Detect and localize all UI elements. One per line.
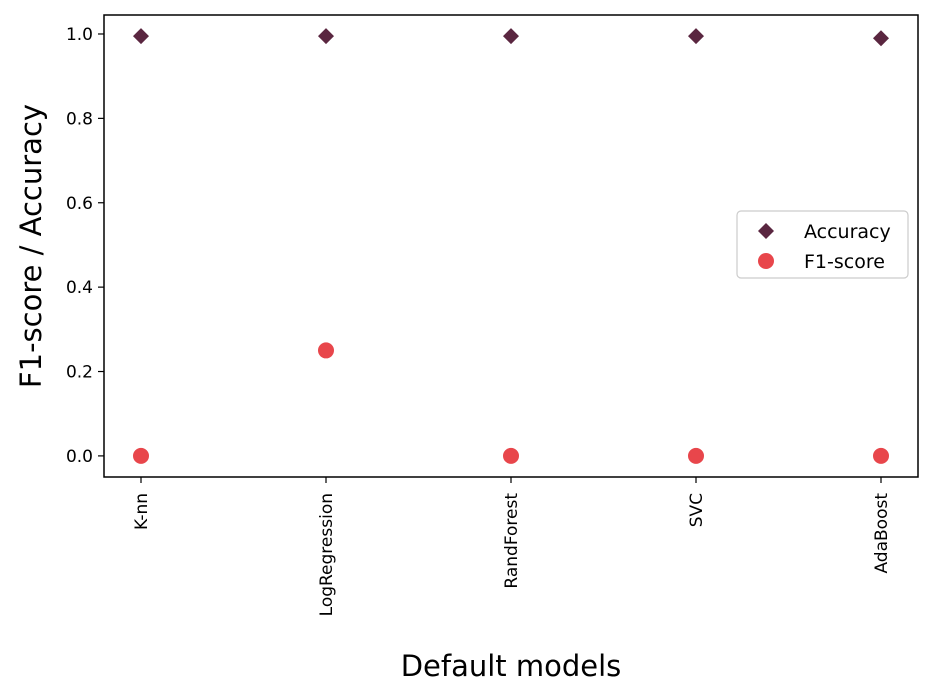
- legend-marker-f1-score: [758, 253, 774, 269]
- y-tick-label: 0.4: [66, 278, 93, 298]
- data-points: [133, 28, 889, 464]
- y-axis-title: F1-score / Accuracy: [14, 104, 48, 388]
- f1-score-point: [133, 447, 149, 464]
- accuracy-point: [503, 28, 519, 45]
- f1-score-point: [873, 447, 889, 464]
- f1-score-point: [688, 447, 704, 464]
- y-tick-label: 0.6: [66, 194, 93, 214]
- x-tick-label: K-nn: [132, 493, 152, 530]
- accuracy-point: [133, 28, 149, 45]
- y-tick-label: 1.0: [66, 25, 93, 45]
- x-tick-label: AdaBoost: [872, 493, 892, 574]
- f1-score-point: [318, 342, 334, 359]
- y-tick-label: 0.0: [66, 447, 93, 467]
- x-tick-label: RandForest: [502, 493, 522, 589]
- accuracy-point: [318, 28, 334, 45]
- y-tick-label: 0.8: [66, 109, 93, 129]
- x-axis: K-nn LogRegression RandForest SVC AdaBoost: [132, 477, 892, 616]
- legend-label-f1-score: F1-score: [804, 251, 885, 273]
- y-axis: 0.0 0.2 0.4 0.6 0.8 1.0: [66, 25, 104, 467]
- legend-box: [736, 210, 909, 279]
- f1-score-point: [503, 447, 519, 464]
- legend-marker-accuracy: [758, 223, 774, 239]
- x-tick-label: SVC: [687, 493, 707, 527]
- legend: Accuracy F1-score: [736, 210, 909, 279]
- y-tick-label: 0.2: [66, 363, 93, 383]
- accuracy-point: [688, 28, 704, 45]
- x-axis-title: Default models: [401, 649, 622, 683]
- legend-label-accuracy: Accuracy: [804, 221, 891, 243]
- accuracy-point: [873, 30, 889, 47]
- x-tick-label: LogRegression: [317, 493, 337, 616]
